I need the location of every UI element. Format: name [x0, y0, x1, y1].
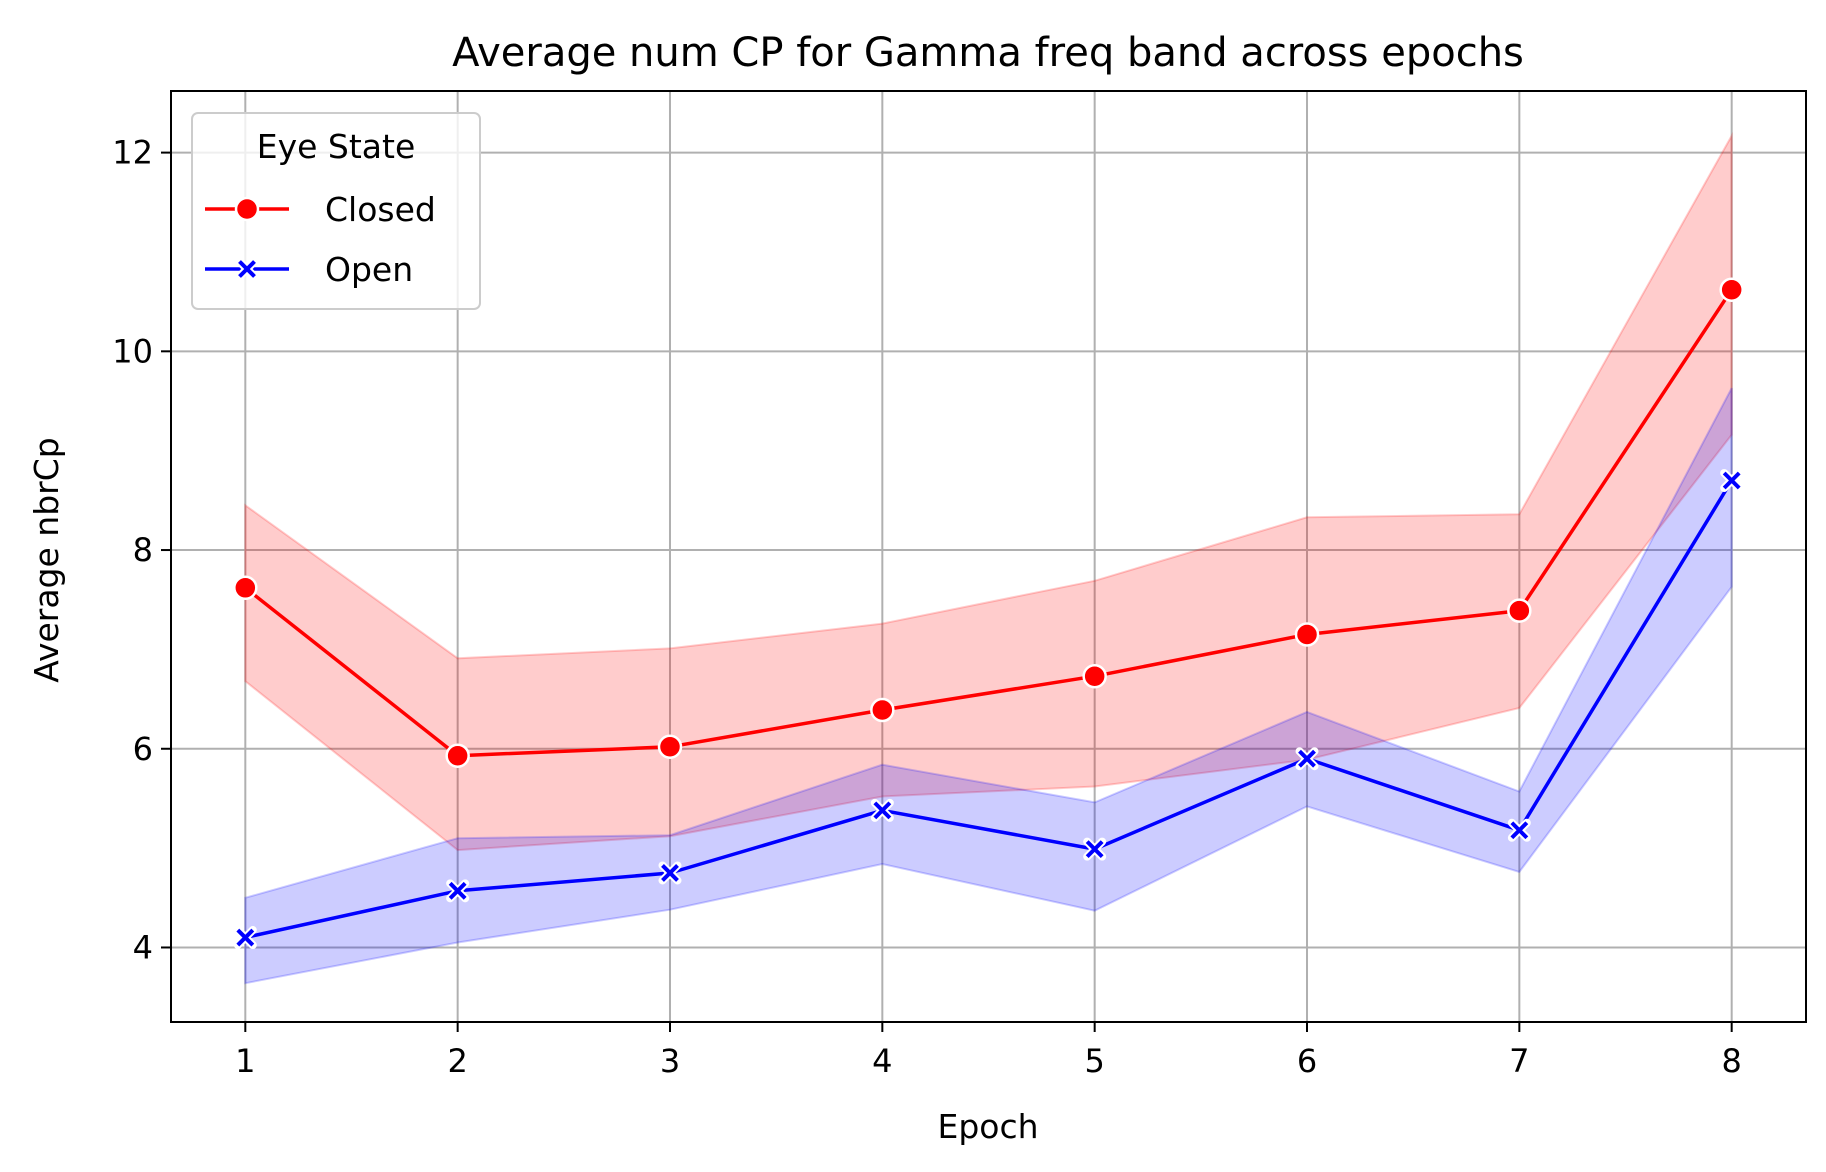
- data-point-open: [658, 861, 682, 885]
- data-point-open: [1295, 747, 1319, 771]
- y-tick-label: 8: [133, 531, 153, 569]
- legend-box: [191, 112, 481, 310]
- legend-title: Eye State: [257, 127, 416, 166]
- data-point-open: [1720, 468, 1744, 492]
- x-tick-label: 2: [447, 1042, 467, 1080]
- legend-entries: Closed Open: [205, 190, 436, 289]
- confidence-band-open: [244, 387, 1733, 985]
- x-tick-label: 3: [660, 1042, 680, 1080]
- x-axis-label: Epoch: [937, 1107, 1038, 1146]
- x-tick-label: 6: [1297, 1042, 1317, 1080]
- data-point-closed: [1507, 598, 1532, 623]
- data-point-closed: [657, 734, 683, 760]
- legend: Eye State Closed Open: [191, 112, 481, 310]
- data-point-open: [1507, 818, 1531, 842]
- series-markers: [233, 277, 1744, 950]
- data-point-closed: [1719, 277, 1744, 302]
- data-point-open: [446, 879, 470, 903]
- grid-lines: [171, 91, 1806, 1022]
- confidence-band-closed: [244, 131, 1733, 852]
- y-axis-label: Average nbrCp: [27, 437, 66, 682]
- x-axis-ticks: 1 2 3 4 5 6 7 8: [235, 1022, 1742, 1080]
- legend-label-closed: Closed: [325, 190, 436, 229]
- x-tick-label: 4: [872, 1042, 892, 1080]
- legend-marker-open: [235, 257, 259, 281]
- data-point-closed: [1082, 663, 1107, 689]
- x-tick-label: 8: [1722, 1042, 1742, 1080]
- data-point-closed: [870, 697, 895, 723]
- y-tick-label: 6: [133, 730, 153, 768]
- y-tick-label: 10: [112, 332, 153, 370]
- data-point-closed: [1294, 622, 1320, 647]
- y-tick-label: 4: [133, 928, 153, 966]
- data-point-closed: [445, 743, 470, 768]
- chart-title: Average num CP for Gamma freq band acros…: [452, 30, 1524, 76]
- data-point-closed: [233, 575, 258, 601]
- series-lines: [244, 288, 1734, 940]
- plot-frame: [170, 90, 1807, 1023]
- legend-marker-closed: [234, 196, 260, 222]
- data-point-open: [233, 926, 257, 950]
- legend-label-open: Open: [325, 250, 413, 289]
- legend-entry-closed: Closed: [205, 190, 436, 229]
- data-point-open: [870, 798, 894, 822]
- series-line-open: [244, 479, 1734, 940]
- x-tick-label: 5: [1084, 1042, 1104, 1080]
- x-tick-label: 7: [1509, 1042, 1529, 1080]
- series-line-closed: [244, 288, 1734, 758]
- x-tick-label: 1: [235, 1042, 255, 1080]
- confidence-bands: [244, 131, 1733, 985]
- legend-entry-open: Open: [205, 250, 413, 289]
- data-point-open: [1083, 837, 1107, 861]
- y-tick-label: 12: [112, 134, 153, 172]
- y-axis-ticks: 4 6 8 10 12: [112, 134, 171, 966]
